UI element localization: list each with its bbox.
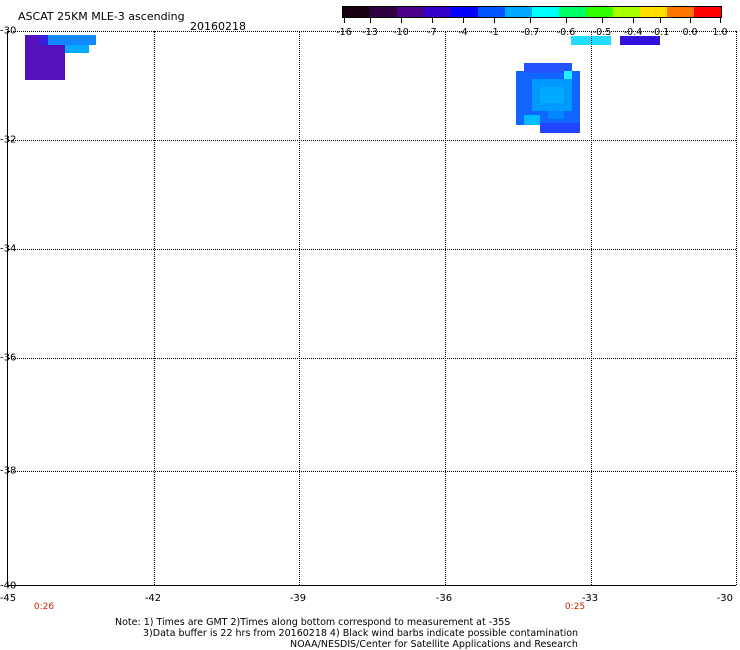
colorbar-segment [694,7,721,17]
colorbar-tick [494,18,495,23]
note-line-2: 3)Data buffer is 22 hrs from 20160218 4)… [143,628,579,639]
lat-tick-label: -38 [0,465,17,477]
colorbar-label: -0.1 [650,27,670,38]
lat-tick-label: -32 [0,134,17,146]
note-line-1: Note: 1) Times are GMT 2)Times along bot… [115,617,511,628]
colorbar-label: -16 [336,27,352,38]
colorbar-segment [505,7,532,17]
colorbar-tick [566,18,567,23]
wind-cell [524,115,540,125]
colorbar-label: -0.4 [623,27,643,38]
lon-gridline [445,31,446,585]
colorbar-label: -0.6 [556,27,576,38]
lon-tick-label: -33 [581,593,599,604]
colorbar-label: -7 [427,27,437,38]
lon-tick-label: -30 [716,593,733,604]
colorbar-segment [640,7,667,17]
lat-gridline [8,471,736,472]
colorbar-label: -0.7 [520,27,540,38]
lon-gridline [154,31,155,585]
map-date: 20160218 [190,20,246,33]
colorbar-segment [370,7,397,17]
note-line-3: NOAA/NESDIS/Center for Satellite Applica… [290,639,578,650]
lat-tick-label: -30 [0,25,17,37]
colorbar-tick [633,18,634,23]
colorbar-segment [559,7,586,17]
colorbar-tick [690,18,691,23]
colorbar-tick [463,18,464,23]
map-plot-area [7,31,737,586]
colorbar-label: -0.5 [592,27,612,38]
colorbar-tick [401,18,402,23]
colorbar-tick [602,18,603,23]
colorbar-segment [424,7,451,17]
colorbar-segment [613,7,640,17]
colorbar-label: 1.0 [712,27,728,38]
time-label: 0:25 [564,602,586,612]
colorbar-tick [344,18,345,23]
lon-tick-label: -42 [144,593,162,604]
colorbar-segment [586,7,613,17]
top-border [8,31,736,32]
colorbar-tick [720,18,721,23]
lat-tick-label: -40 [0,580,17,592]
violet-swatch [620,36,660,45]
colorbar-tick [370,18,371,23]
lon-gridline [299,31,300,585]
colorbar-tick [660,18,661,23]
colorbar-tick [432,18,433,23]
colorbar-tick [530,18,531,23]
map-title: ASCAT 25KM MLE-3 ascending [18,10,185,23]
lon-tick-label: -45 [0,593,17,604]
wind-cell [564,71,572,79]
lon-tick-label: -39 [289,593,307,604]
lat-gridline [8,140,736,141]
wind-cell [548,111,564,119]
wind-cell [65,45,89,53]
colorbar-segment [532,7,559,17]
colorbar-segment [667,7,694,17]
time-label: 0:26 [33,602,55,612]
wind-cell [540,123,580,133]
wind-cell [524,63,572,73]
wind-cell [48,35,96,45]
colorbar-label: -1 [489,27,499,38]
colorbar-segment [397,7,424,17]
lon-tick-label: -36 [435,593,453,604]
right-border [736,31,737,585]
lat-gridline [8,358,736,359]
colorbar-label: -4 [458,27,468,38]
colorbar-label: -10 [393,27,409,38]
lat-tick-label: -34 [0,243,17,255]
colorbar-segment [451,7,478,17]
lon-gridline [591,31,592,585]
colorbar-segment [343,7,370,17]
lat-gridline [8,249,736,250]
wind-cell [540,87,564,103]
colorbar-label: 0.0 [682,27,698,38]
colorbar-label: -13 [362,27,378,38]
colorbar [342,6,722,18]
colorbar-segment [478,7,505,17]
lat-tick-label: -36 [0,352,17,364]
